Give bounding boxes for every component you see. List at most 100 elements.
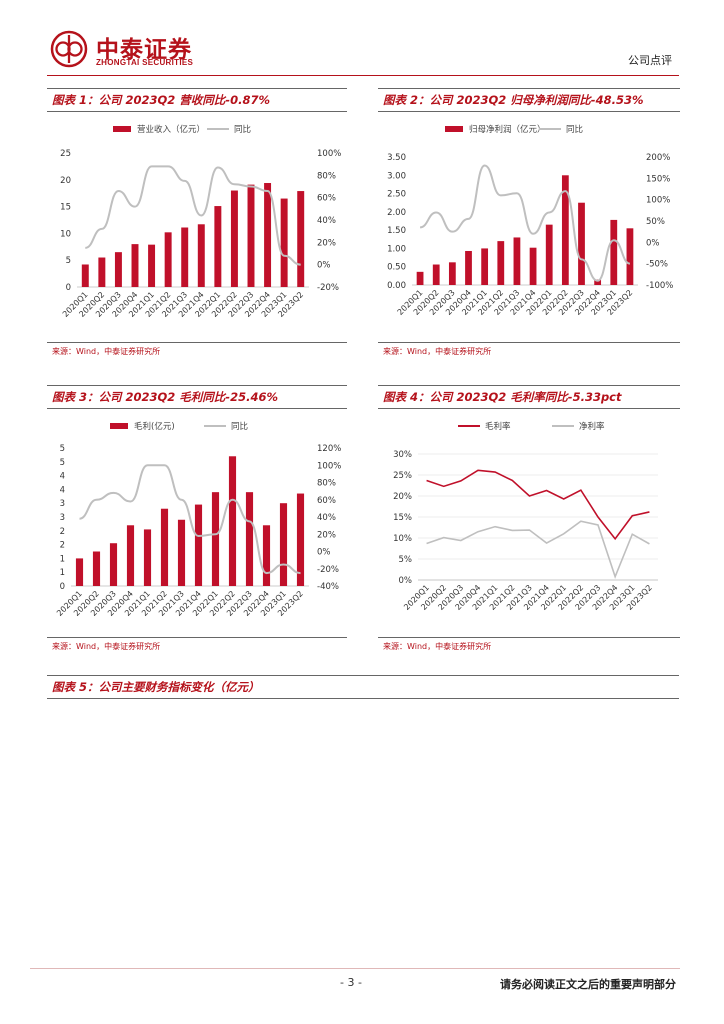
y-tick-label: 3 xyxy=(60,499,65,509)
y-tick-label: 5 xyxy=(60,458,65,468)
figure-1-top-rule xyxy=(47,88,347,89)
document-type-label: 公司点评 xyxy=(628,54,672,67)
figure-4-title-rule xyxy=(378,408,680,409)
y-tick-label: 0 xyxy=(60,582,65,592)
bar xyxy=(245,492,254,586)
y2-tick-label: -20% xyxy=(317,565,339,575)
y-tick-label: 1.50 xyxy=(387,226,406,236)
y2-tick-label: 20% xyxy=(317,530,336,540)
bar xyxy=(109,543,118,586)
yoy-line xyxy=(79,464,301,575)
yoy-line xyxy=(419,164,631,282)
footer-disclaimer: 请务必阅读正文之后的重要声明部分 xyxy=(500,978,676,991)
gross-margin-line xyxy=(426,469,650,541)
y2-tick-label: 40% xyxy=(317,513,336,523)
bar xyxy=(448,262,456,285)
legend-label: 营业收入（亿元） xyxy=(137,124,205,135)
legend-label: 净利率 xyxy=(579,421,605,432)
y2-tick-label: 100% xyxy=(317,461,341,471)
bar xyxy=(160,508,169,586)
figure-1-title: 图表 1：公司 2023Q2 营收同比-0.87% xyxy=(52,93,270,107)
figure-2-top-rule xyxy=(378,88,680,89)
figure-3-source: 来源：Wind，中泰证券研究所 xyxy=(52,642,161,651)
y2-tick-label: -50% xyxy=(646,260,668,270)
figure-1-bottom-rule xyxy=(47,342,347,343)
bar xyxy=(148,244,156,287)
legend-swatch xyxy=(110,423,128,429)
logo-chinese-name: 中泰证券 xyxy=(96,37,192,63)
figure-2-chart: 0.00 0.50 1.00 1.50 2.00 2.50 3.00 3.50 -100% -50… xyxy=(387,124,673,317)
y2-tick-label: 0% xyxy=(646,238,660,248)
y-tick-label: 2 xyxy=(60,541,65,551)
bar xyxy=(578,202,585,285)
legend-label: 同比 xyxy=(566,124,583,135)
bar xyxy=(432,264,440,285)
legend-label: 归母净利润（亿元） xyxy=(469,124,546,135)
page-number: - 3 - xyxy=(340,976,362,989)
y2-tick-label: 100% xyxy=(317,149,341,159)
y2-tick-label: -100% xyxy=(646,281,673,291)
legend-label: 同比 xyxy=(231,421,248,432)
y2-tick-label: 150% xyxy=(646,174,670,184)
company-logo-icon xyxy=(50,30,88,68)
bar xyxy=(465,250,472,285)
figure-3-chart: 0 1 1 2 2 3 3 4 4 5 5 -40% -20% 0% 20% 40% 60% 80% 100% 120… xyxy=(55,421,341,618)
bar xyxy=(610,219,618,285)
y-tick-label: 20% xyxy=(393,492,412,502)
bar xyxy=(98,257,106,287)
y2-tick-label: 50% xyxy=(646,217,665,227)
y2-tick-label: -20% xyxy=(317,283,339,293)
figure-3-title: 图表 3：公司 2023Q2 毛利同比-25.46% xyxy=(52,390,278,404)
yoy-line xyxy=(85,165,301,266)
logo-english-name: ZHONGTAI SECURITIES xyxy=(96,58,194,67)
y-tick-label: 5 xyxy=(60,444,65,454)
bar xyxy=(75,558,84,586)
legend-swatch xyxy=(113,126,131,132)
bar xyxy=(214,206,222,287)
y2-tick-label: 0% xyxy=(317,261,331,271)
y-tick-label: 20 xyxy=(60,176,71,186)
figure-4-top-rule xyxy=(378,385,680,386)
y-tick-label: 4 xyxy=(60,472,65,482)
y-tick-label: 25% xyxy=(393,471,412,481)
bar xyxy=(197,224,205,287)
y-tick-label: 10% xyxy=(393,534,412,544)
bar xyxy=(416,271,424,285)
bar xyxy=(131,244,139,287)
bar xyxy=(296,493,305,586)
y2-tick-label: 0% xyxy=(317,548,331,558)
figure-4-source: 来源：Wind，中泰证券研究所 xyxy=(383,642,492,651)
y2-tick-label: 80% xyxy=(317,479,336,489)
bar xyxy=(626,228,634,285)
figure-3-bottom-rule xyxy=(47,637,347,638)
figure-1-source: 来源：Wind，中泰证券研究所 xyxy=(52,347,161,356)
bar xyxy=(297,191,305,287)
y-tick-label: 2.00 xyxy=(387,208,406,218)
y2-tick-label: 60% xyxy=(317,496,336,506)
bar xyxy=(497,241,505,285)
figure-4-chart: 0%5%10%15%20%25%30%2020Q12020Q22020Q3202… xyxy=(393,421,658,612)
y-tick-label: 3.50 xyxy=(387,153,406,163)
bar xyxy=(561,175,569,285)
y-tick-label: 0 xyxy=(66,283,71,293)
header-divider xyxy=(47,75,679,76)
figure-2-source: 来源：Wind，中泰证券研究所 xyxy=(383,347,492,356)
y-tick-label: 2 xyxy=(60,527,65,537)
figure-2-bottom-rule xyxy=(378,342,680,343)
y2-tick-label: 200% xyxy=(646,153,670,163)
bar xyxy=(81,264,89,287)
legend-label: 毛利(亿元) xyxy=(134,421,175,432)
bar xyxy=(211,492,220,586)
y-tick-label: 0% xyxy=(399,576,413,586)
bar xyxy=(280,198,288,287)
y-tick-label: 5 xyxy=(66,256,71,266)
y-tick-label: 0.50 xyxy=(387,263,406,273)
bar xyxy=(143,529,152,586)
bar xyxy=(529,247,537,285)
y-tick-label: 25 xyxy=(60,149,71,159)
legend-label: 同比 xyxy=(234,124,251,135)
bar xyxy=(194,504,203,586)
y-tick-label: 30% xyxy=(393,450,412,460)
figure-3-title-rule xyxy=(47,408,347,409)
bar xyxy=(262,525,271,586)
